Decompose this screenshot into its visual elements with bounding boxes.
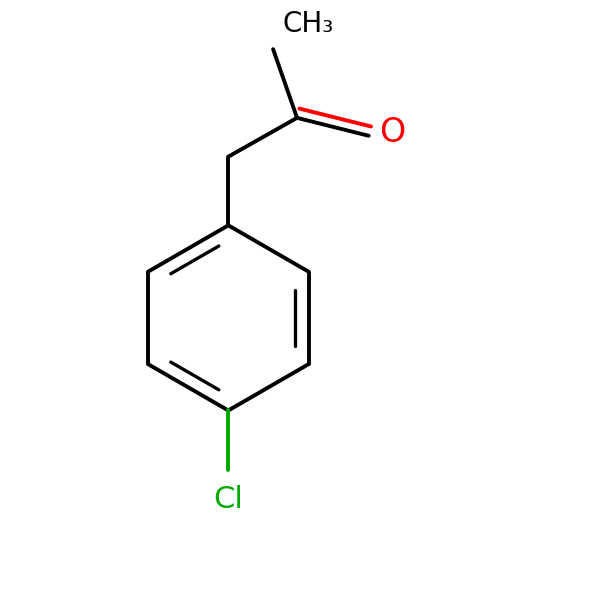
Text: O: O [379, 116, 406, 149]
Text: Cl: Cl [214, 485, 243, 514]
Text: CH₃: CH₃ [282, 10, 334, 38]
